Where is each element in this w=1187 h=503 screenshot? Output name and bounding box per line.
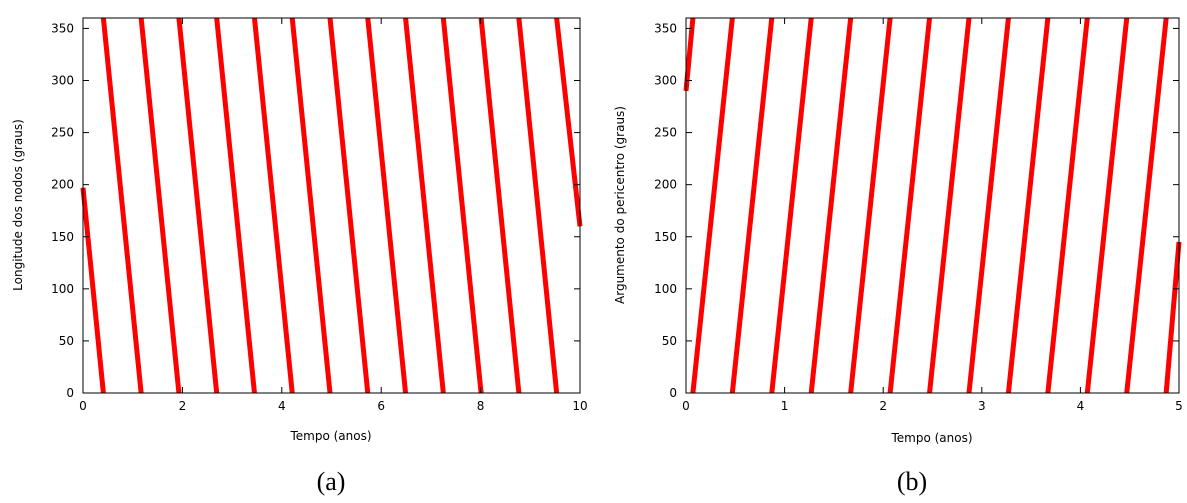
chart-a-series-0-segment-11 (478, 17, 522, 394)
chart-b-series-0-segment-7 (927, 17, 972, 394)
chart-b-ytick-label-3: 150 (654, 230, 677, 244)
chart-a-series-0-segment-0 (80, 187, 106, 394)
chart-b-xtick-label-1: 1 (781, 399, 789, 413)
chart-a-ytick-label-6: 300 (51, 74, 74, 88)
chart-a-xtick-label-5: 10 (572, 399, 587, 413)
chart-b-series-0-segment-4 (808, 17, 854, 394)
chart-a-series-0-segment-6 (289, 17, 333, 394)
chart-b-series-0-segment-5 (848, 17, 893, 394)
chart-a-ylabel: Longitude dos nodos (graus) (11, 119, 25, 291)
chart-a-ytick-label-1: 50 (59, 334, 74, 348)
chart-a-ytick-label-2: 100 (51, 282, 74, 296)
chart-b-xlabel: Tempo (anos) (890, 431, 972, 445)
chart-a-series-0-segment-13 (554, 17, 583, 227)
chart-a-series (80, 17, 583, 394)
chart-a-ytick-label-5: 250 (51, 126, 74, 140)
chart-b-series-0-segment-13 (1163, 241, 1182, 394)
chart-b-series-0-segment-9 (1005, 17, 1051, 394)
chart-b-xtick-label-5: 5 (1175, 399, 1183, 413)
chart-a-xlabel: Tempo (anos) (289, 429, 371, 443)
chart-a-series-0-segment-2 (138, 17, 182, 394)
chart-b-series-0-segment-2 (729, 17, 775, 394)
chart-a-series-0-segment-8 (365, 17, 409, 394)
chart-a-xtick-label-1: 2 (179, 399, 187, 413)
chart-a-ytick-label-7: 350 (51, 21, 74, 35)
chart-a-series-0-segment-12 (516, 17, 560, 394)
chart-a-series-0-segment-3 (176, 17, 220, 394)
chart-a-xtick-label-4: 8 (477, 399, 485, 413)
chart-b-series-0-segment-12 (1124, 17, 1169, 394)
chart-b-series-0-segment-1 (690, 17, 735, 394)
chart-b-caption: (b) (897, 467, 927, 496)
chart-b: Tempo (anos) Argumento do pericentro (gr… (613, 17, 1183, 496)
chart-a-xtick-label-3: 6 (377, 399, 385, 413)
chart-b-series-0-segment-0 (683, 17, 696, 92)
chart-a: Tempo (anos) Longitude dos nodos (graus)… (11, 17, 588, 496)
chart-b-series (683, 17, 1182, 394)
chart-a-ytick-label-0: 0 (66, 386, 74, 400)
chart-b-series-0-segment-10 (1045, 17, 1090, 394)
chart-b-ytick-label-0: 0 (669, 386, 677, 400)
chart-b-xtick-label-4: 4 (1077, 399, 1085, 413)
chart-b-series-0-segment-6 (887, 17, 933, 394)
chart-a-series-0-segment-10 (440, 17, 484, 394)
chart-a-xtick-label-0: 0 (79, 399, 87, 413)
chart-b-ytick-label-6: 300 (654, 74, 677, 88)
chart-a-series-0-segment-1 (100, 17, 144, 394)
chart-a-xtick-label-2: 4 (278, 399, 286, 413)
chart-b-ytick-label-1: 50 (662, 334, 677, 348)
chart-b-xtick-label-0: 0 (682, 399, 690, 413)
chart-a-caption: (a) (317, 467, 346, 496)
chart-b-ytick-label-7: 350 (654, 21, 677, 35)
chart-b-series-0-segment-8 (966, 17, 1011, 394)
chart-b-ytick-label-5: 250 (654, 126, 677, 140)
chart-b-ytick-label-4: 200 (654, 178, 677, 192)
chart-a-series-0-segment-9 (403, 17, 446, 394)
chart-a-plot-frame (82, 17, 581, 394)
chart-b-xtick-label-3: 3 (978, 399, 986, 413)
chart-b-ytick-label-2: 100 (654, 282, 677, 296)
chart-b-ylabel: Argumento do pericentro (graus) (613, 106, 627, 304)
chart-b-plot-frame (685, 17, 1180, 394)
chart-b-series-0-segment-3 (769, 17, 814, 394)
chart-a-series-0-segment-7 (327, 17, 371, 394)
chart-a-series-0-segment-4 (214, 17, 257, 394)
chart-a-ytick-label-4: 200 (51, 178, 74, 192)
chart-b-xtick-label-2: 2 (879, 399, 887, 413)
chart-a-series-0-segment-5 (251, 17, 295, 394)
chart-a-ytick-label-3: 150 (51, 230, 74, 244)
chart-b-series-0-segment-11 (1084, 17, 1130, 394)
